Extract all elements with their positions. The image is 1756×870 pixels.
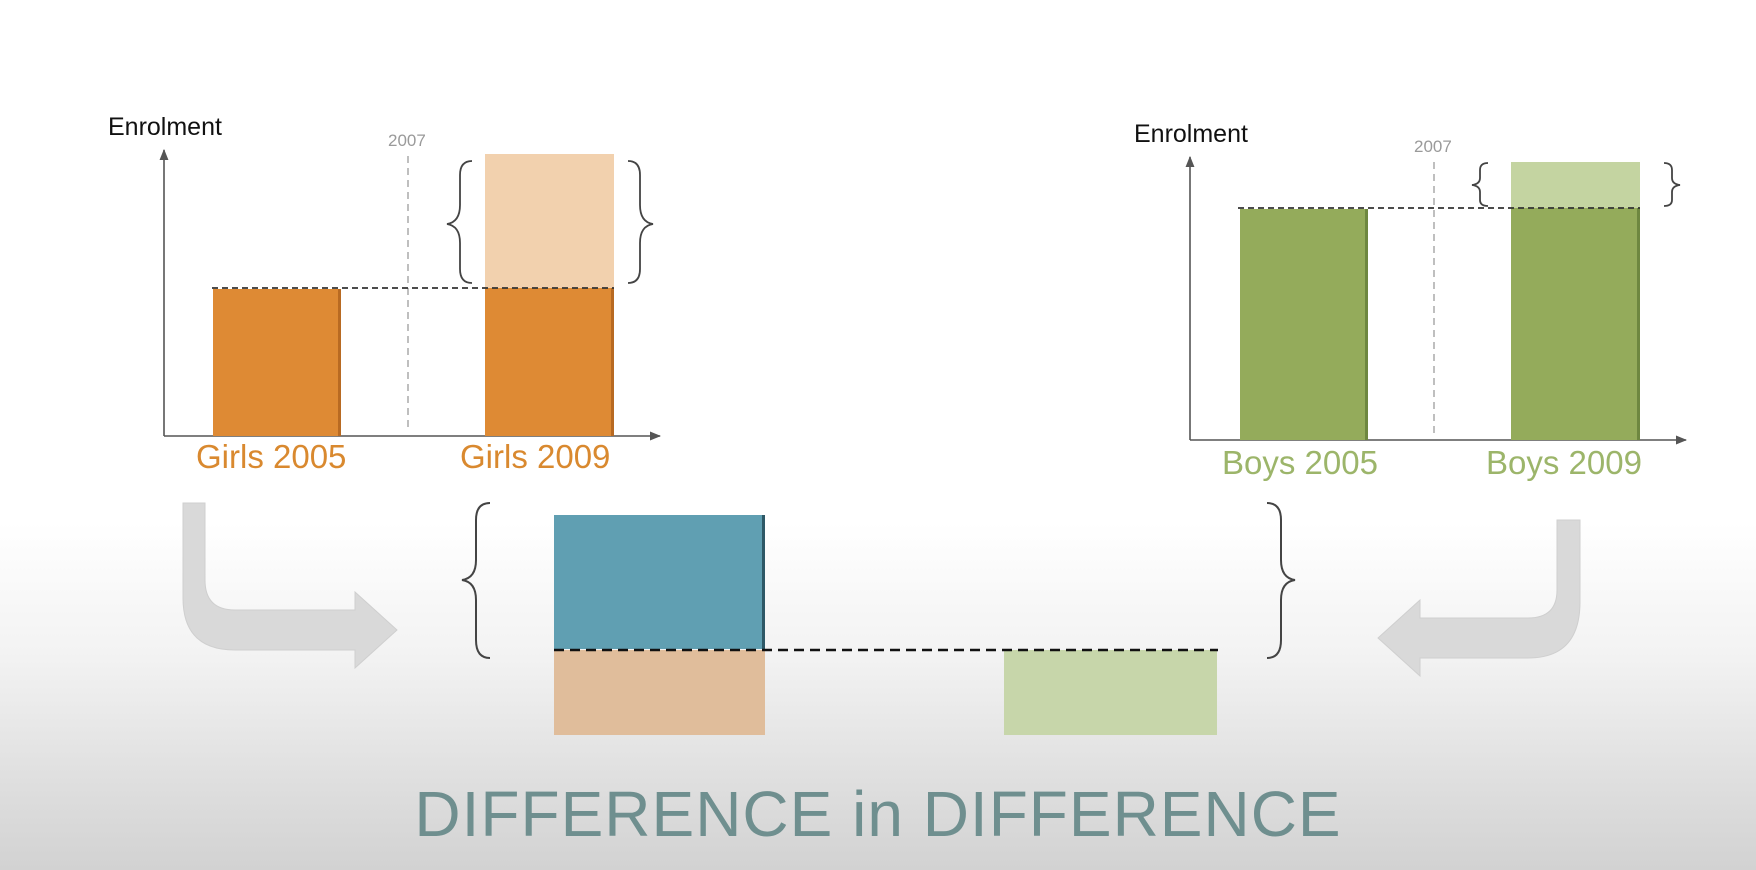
girls-2009-increase-bar xyxy=(485,154,614,288)
girls-change-block xyxy=(554,515,765,649)
boys-year-marker-label: 2007 xyxy=(1414,137,1452,156)
curved-arrow-right-icon xyxy=(182,502,398,670)
boys-2009-bar-shade xyxy=(1637,208,1640,440)
boys-2009-label: Boys 2009 xyxy=(1486,444,1642,481)
boys-right-brace xyxy=(1663,162,1681,207)
boys-y-axis-label: Enrolment xyxy=(1134,120,1248,148)
girls-2009-label: Girls 2009 xyxy=(460,438,610,475)
girls-2009-bar xyxy=(485,288,614,436)
curved-arrow-left-icon xyxy=(1377,519,1581,678)
girls-2005-label: Girls 2005 xyxy=(196,438,346,475)
girls-left-brace xyxy=(446,160,473,284)
boys-change-block xyxy=(1004,650,1217,735)
boys-2009-bar xyxy=(1511,208,1640,440)
boys-2005-bar xyxy=(1240,209,1367,440)
girls-change-block-shade xyxy=(762,515,765,649)
girls-chart: Enrolment 2007 Girls 2005 Girls 2009 xyxy=(108,113,662,475)
boys-2005-bar-shade xyxy=(1365,209,1368,440)
boys-2009-increase-bar xyxy=(1511,162,1640,208)
page-title: DIFFERENCE in DIFFERENCE xyxy=(414,778,1341,850)
girls-2005-bar xyxy=(213,289,340,436)
boys-2005-label: Boys 2005 xyxy=(1222,444,1378,481)
boys-chart: Enrolment 2007 Boys 2005 Boys 2009 xyxy=(1134,120,1688,481)
girls-2009-bar-shade xyxy=(611,288,614,436)
girls-base-block xyxy=(554,650,765,735)
difference-right-brace xyxy=(1266,502,1296,659)
difference-comparison xyxy=(461,502,1296,735)
girls-right-brace xyxy=(627,160,654,284)
girls-y-axis-label: Enrolment xyxy=(108,113,222,141)
difference-left-brace xyxy=(461,502,491,659)
boys-left-brace xyxy=(1471,162,1489,207)
girls-2005-bar-shade xyxy=(338,289,341,436)
girls-year-marker-label: 2007 xyxy=(388,131,426,150)
